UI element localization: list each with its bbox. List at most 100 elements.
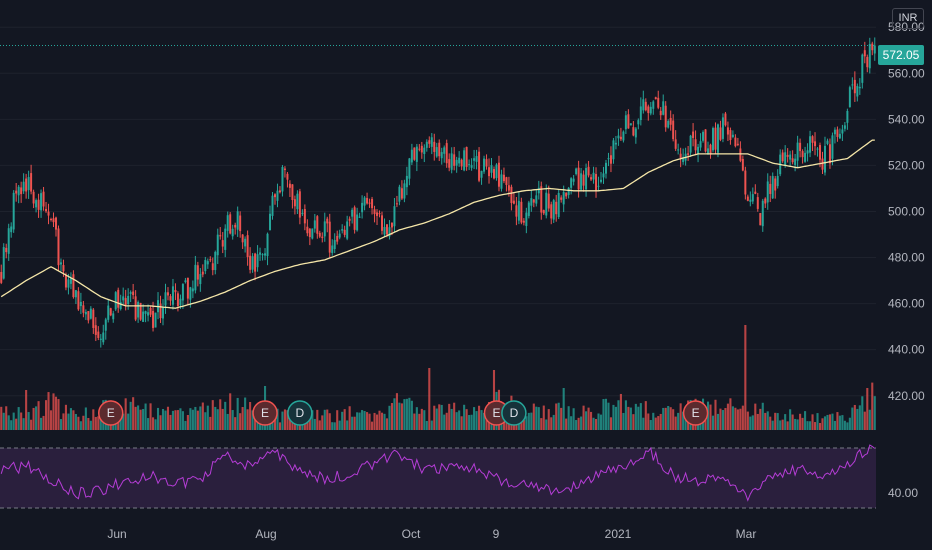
- candle-body: [109, 308, 112, 316]
- candle-body: [811, 136, 814, 143]
- volume-bar: [408, 397, 411, 430]
- candle-body: [784, 152, 787, 166]
- volume-bar: [229, 393, 232, 430]
- volume-bar: [67, 413, 70, 430]
- price-tick-label: 560.00: [888, 66, 925, 80]
- volume-bar: [164, 410, 167, 430]
- volume-bar: [604, 398, 608, 430]
- volume-bar: [251, 410, 254, 430]
- candle-body: [629, 123, 632, 126]
- volume-bar: [226, 413, 229, 430]
- dividend-marker[interactable]: D: [501, 400, 527, 426]
- volume-bar: [557, 402, 560, 430]
- volume-bar: [590, 411, 593, 430]
- candle-body: [510, 186, 513, 203]
- candle-body: [266, 233, 269, 257]
- candle-body: [420, 145, 423, 153]
- candle-body: [336, 235, 339, 242]
- earnings-marker[interactable]: E: [682, 400, 709, 426]
- candle-body: [356, 214, 359, 231]
- candle-body: [604, 162, 607, 174]
- volume-bar: [597, 413, 600, 430]
- candle-body: [550, 204, 553, 219]
- candle-body: [341, 229, 344, 231]
- volume-bar: [677, 412, 680, 430]
- volume-bar: [871, 382, 874, 430]
- candle-body: [124, 298, 127, 305]
- candle-body: [699, 141, 702, 148]
- candle-body: [473, 158, 476, 161]
- event-badge: [501, 400, 527, 426]
- candle-body: [600, 179, 603, 182]
- candle-body: [390, 222, 393, 228]
- volume-bar: [194, 406, 197, 430]
- volume-bar: [288, 414, 291, 430]
- volume-bar: [373, 412, 376, 430]
- volume-bar: [256, 419, 259, 430]
- candle-body: [455, 159, 458, 166]
- volume-bar: [17, 407, 20, 430]
- volume-bar: [219, 399, 222, 430]
- candle-body: [326, 218, 329, 224]
- dividend-marker[interactable]: D: [287, 400, 313, 426]
- candle-body: [199, 274, 202, 285]
- volume-bar: [828, 414, 832, 430]
- candle-body: [659, 110, 662, 116]
- candle-body: [398, 186, 401, 202]
- volume-bar: [706, 401, 710, 430]
- candle-body: [809, 136, 812, 153]
- candle-body: [137, 302, 140, 318]
- candle-body: [711, 128, 714, 151]
- candle-body: [366, 197, 369, 204]
- candle-body: [27, 177, 30, 191]
- candle-body: [492, 169, 495, 179]
- candle-body: [527, 202, 530, 216]
- volume-bar: [540, 418, 543, 430]
- candle-body: [804, 152, 807, 162]
- volume-bar: [709, 404, 712, 430]
- volume-bar: [614, 406, 617, 430]
- volume-bar: [12, 412, 15, 430]
- volume-bar: [582, 405, 585, 430]
- volume-bar: [649, 420, 652, 430]
- earnings-marker[interactable]: E: [252, 400, 278, 426]
- candle-body: [721, 117, 724, 139]
- volume-bar: [20, 412, 23, 430]
- event-label: D: [510, 406, 519, 420]
- volume-bar: [358, 412, 361, 430]
- candle-body: [694, 139, 697, 151]
- volume-bar: [644, 401, 647, 430]
- candle-body: [144, 311, 147, 314]
- candle-body: [475, 156, 478, 162]
- candle-body: [54, 217, 57, 230]
- volume-bar: [843, 420, 846, 430]
- volume-bar: [739, 408, 742, 430]
- event-badge: [252, 400, 278, 426]
- volume-bar: [331, 422, 334, 430]
- volume-bar: [784, 414, 787, 430]
- candle-body: [20, 187, 23, 195]
- earnings-marker[interactable]: E: [97, 400, 124, 426]
- volume-bar: [341, 411, 344, 430]
- candle-body: [211, 263, 214, 271]
- candle-body: [624, 115, 627, 130]
- volume-bar: [530, 412, 533, 430]
- volume-bar: [42, 415, 45, 430]
- candle-body: [251, 256, 254, 270]
- candle-body: [567, 187, 570, 195]
- candle-body: [361, 202, 364, 213]
- price-axis: 420.00 440.00 460.00 480.00 500.00 520.00 540.…: [888, 20, 925, 403]
- candle-body: [634, 128, 637, 138]
- candle-body: [749, 199, 752, 202]
- volume-bar: [741, 405, 744, 430]
- candle-body: [388, 227, 391, 237]
- candle-body: [323, 221, 326, 237]
- candle-body: [425, 141, 428, 148]
- volume-bar: [448, 403, 451, 430]
- volume-bar: [450, 408, 453, 430]
- event-label: E: [107, 406, 115, 420]
- price-tick-label: 460.00: [888, 297, 925, 311]
- candle-body: [443, 147, 446, 154]
- currency-badge[interactable]: INR: [892, 8, 924, 29]
